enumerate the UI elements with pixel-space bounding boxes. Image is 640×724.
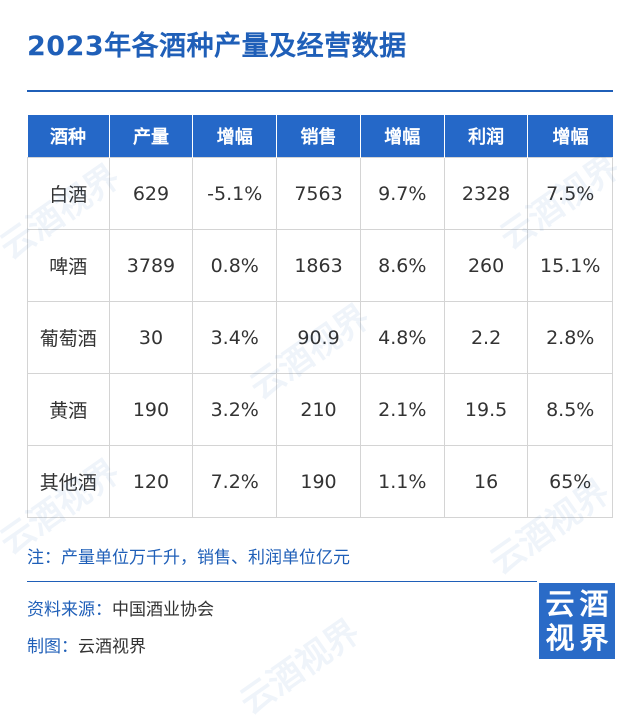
cell-sales: 7563 [276,157,361,230]
source-line: 资料来源：中国酒业协会 [27,595,214,620]
cell-profit: 19.5 [443,373,529,446]
cell-profit: 260 [443,229,529,302]
cell-sales-growth: 9.7% [359,157,445,230]
header-liquor-type: 酒种 [27,115,110,158]
maker-line: 制图：云酒视界 [27,632,146,657]
cell-sales-growth: 4.8% [359,301,445,374]
cell-liquor-type: 啤酒 [27,229,110,302]
cell-profit-growth: 8.5% [527,373,613,446]
cell-output: 629 [108,157,194,230]
cell-sales: 210 [276,373,361,446]
unit-note: 注：产量单位万千升，销售、利润单位亿元 [27,548,350,568]
cell-profit: 2328 [443,157,529,230]
table-row: 葡萄酒 30 3.4% 90.9 4.8% 2.2 2.8% [27,301,613,374]
cell-sales: 90.9 [276,301,361,374]
cell-liquor-type: 白酒 [27,157,110,230]
cell-output-growth: -5.1% [192,157,278,230]
header-output-growth: 增幅 [192,115,277,158]
header-profit-growth: 增幅 [527,115,613,158]
source-value: 中国酒业协会 [112,600,214,620]
header-output: 产量 [108,115,193,158]
cell-output: 30 [108,301,194,374]
header-sales: 销售 [276,115,361,158]
cell-liquor-type: 其他酒 [27,445,110,518]
cell-sales: 1863 [276,229,361,302]
logo-char: 酒 [579,587,609,621]
table-row: 黄酒 190 3.2% 210 2.1% 19.5 8.5% [27,373,613,446]
table-row: 啤酒 3789 0.8% 1863 8.6% 260 15.1% [27,229,613,302]
cell-liquor-type: 葡萄酒 [27,301,110,374]
cell-sales-growth: 2.1% [359,373,445,446]
cell-output: 3789 [108,229,194,302]
title-divider [27,90,613,92]
cell-profit-growth: 15.1% [527,229,613,302]
maker-value: 云酒视界 [78,637,146,657]
logo-char: 视 [545,621,575,655]
cell-output-growth: 7.2% [192,445,278,518]
cell-output: 120 [108,445,194,518]
note-divider [27,581,537,582]
cell-profit-growth: 2.8% [527,301,613,374]
maker-label: 制图： [27,637,78,657]
logo-char: 云 [545,587,575,621]
cell-profit: 2.2 [443,301,529,374]
cell-sales: 190 [276,445,361,518]
cell-sales-growth: 1.1% [359,445,445,518]
brand-logo: 云 酒 视 界 [539,583,615,659]
cell-output: 190 [108,373,194,446]
table-row: 白酒 629 -5.1% 7563 9.7% 2328 7.5% [27,157,613,230]
logo-char: 界 [579,621,609,655]
data-table: 酒种 产量 增幅 销售 增幅 利润 增幅 白酒 629 -5.1% 7563 9… [27,115,613,518]
cell-profit: 16 [443,445,529,518]
cell-sales-growth: 8.6% [359,229,445,302]
source-label: 资料来源： [27,600,112,620]
cell-profit-growth: 65% [527,445,613,518]
cell-liquor-type: 黄酒 [27,373,110,446]
cell-output-growth: 3.2% [192,373,278,446]
watermark: 云酒视界 [232,611,368,723]
header-profit: 利润 [443,115,528,158]
page-title: 2023年各酒种产量及经营数据 [27,31,407,62]
table-row: 其他酒 120 7.2% 190 1.1% 16 65% [27,445,613,518]
cell-output-growth: 3.4% [192,301,278,374]
cell-profit-growth: 7.5% [527,157,613,230]
table-header-row: 酒种 产量 增幅 销售 增幅 利润 增幅 [27,115,613,158]
cell-output-growth: 0.8% [192,229,278,302]
header-sales-growth: 增幅 [359,115,445,158]
